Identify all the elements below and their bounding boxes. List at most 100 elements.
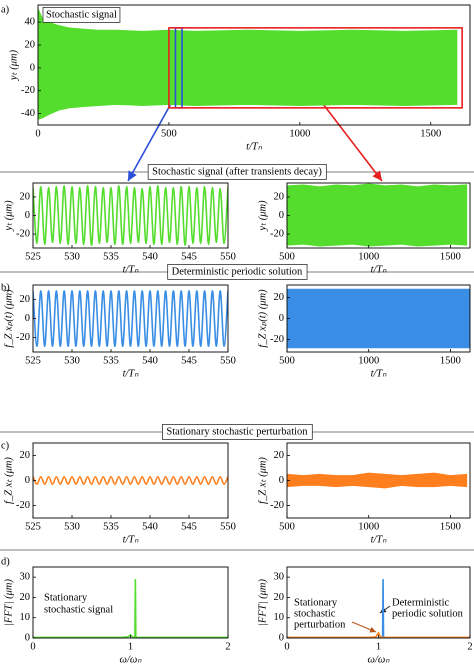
annotation: Stationary <box>44 592 88 603</box>
x-tick-label: 0 <box>284 641 289 652</box>
x-tick-label: 2 <box>467 641 472 652</box>
y-tick-label: 20 <box>274 292 285 303</box>
plot-area <box>287 288 470 349</box>
y-tick-label: 20 <box>274 450 285 461</box>
signal-line <box>33 475 228 486</box>
x-axis-label: t/Tₙ <box>371 264 388 275</box>
x-tick-label: 535 <box>103 251 119 262</box>
section-box <box>147 164 327 180</box>
y-axis-label: f_Z xₚ(t) (μm) <box>257 289 268 348</box>
y-tick-label: 10 <box>274 612 285 623</box>
plot-area <box>33 184 228 247</box>
annotation: Stationary <box>294 597 338 608</box>
x-tick-label: 530 <box>64 355 80 366</box>
annotation: Deterministic <box>392 597 449 608</box>
y-tick-label: 40 <box>25 17 36 28</box>
zoom-highlight <box>168 27 463 109</box>
y-tick-label: 20 <box>20 450 31 461</box>
signal-band <box>287 288 470 349</box>
annotation-box <box>42 7 121 23</box>
x-axis-label: t/Tₙ <box>246 141 263 152</box>
y-tick-label: 20 <box>274 191 285 202</box>
y-axis-label: yₜ (μm) <box>257 200 268 232</box>
panel-label: c) <box>1 440 10 451</box>
x-tick-label: 2 <box>225 641 230 652</box>
x-tick-label: 1000 <box>358 355 379 366</box>
x-tick-label: 500 <box>161 128 177 139</box>
plot-area <box>33 579 228 638</box>
x-tick-label: 525 <box>25 521 41 532</box>
axes-frame <box>37 4 471 126</box>
y-tick-label: -20 <box>270 228 284 239</box>
plot-area <box>287 472 468 489</box>
panel-label: b) <box>1 282 10 293</box>
signal-band <box>38 8 458 120</box>
x-tick-label: 535 <box>103 355 119 366</box>
y-tick-label: 0 <box>25 632 30 643</box>
signal-band <box>287 183 468 247</box>
x-tick-label: 1 <box>128 641 133 652</box>
x-tick-label: 1500 <box>420 128 441 139</box>
x-axis-label: t/Tₙ <box>123 264 140 275</box>
x-tick-label: 550 <box>220 251 236 262</box>
y-axis-label: |FFT| (μm) <box>3 579 14 626</box>
y-tick-label: 30 <box>20 572 31 583</box>
annotation: perturbation <box>294 619 346 630</box>
y-tick-label: 0 <box>25 475 30 486</box>
x-tick-label: 525 <box>25 355 41 366</box>
y-tick-label: 0 <box>279 313 284 324</box>
y-tick-label: -20 <box>270 500 284 511</box>
signal-band <box>287 472 468 489</box>
annotation: stochastic signal <box>44 604 113 615</box>
x-axis-label: t/Tₙ <box>371 534 388 545</box>
y-axis-label: f_Z xₚ(t) (μm) <box>3 289 14 348</box>
x-tick-label: 1000 <box>289 128 310 139</box>
x-axis-label: ω/ωₙ <box>368 654 391 665</box>
panel-label: d) <box>1 556 10 567</box>
x-axis-label: t/Tₙ <box>371 368 388 379</box>
x-tick-label: 530 <box>64 521 80 532</box>
y-tick-label: 10 <box>20 612 31 623</box>
y-tick-label: -20 <box>16 332 30 343</box>
x-tick-label: 550 <box>220 521 236 532</box>
x-tick-label: 540 <box>142 521 158 532</box>
section-box <box>167 264 308 280</box>
plot-area <box>33 475 228 486</box>
x-tick-label: 545 <box>181 521 197 532</box>
y-tick-label: 0 <box>279 475 284 486</box>
y-tick-label: 0 <box>279 632 284 643</box>
x-tick-label: 1000 <box>358 251 379 262</box>
signal-line <box>33 289 228 348</box>
y-tick-label: 0 <box>30 62 35 73</box>
y-tick-label: 20 <box>25 39 36 50</box>
x-tick-label: 525 <box>25 251 41 262</box>
y-tick-label: -20 <box>16 500 30 511</box>
y-tick-label: -40 <box>21 108 35 119</box>
x-axis-label: ω/ωₙ <box>120 654 143 665</box>
y-tick-label: 0 <box>25 313 30 324</box>
x-tick-label: 0 <box>30 641 35 652</box>
x-tick-label: 530 <box>64 251 80 262</box>
x-tick-label: 540 <box>142 355 158 366</box>
y-tick-label: 20 <box>274 592 285 603</box>
x-tick-label: 1000 <box>358 521 379 532</box>
plot-area <box>287 183 468 247</box>
annotation: periodic solution <box>392 608 464 619</box>
y-tick-label: 20 <box>20 191 31 202</box>
x-tick-label: 500 <box>279 521 295 532</box>
y-tick-label: 20 <box>20 294 31 305</box>
x-tick-label: 1500 <box>440 521 461 532</box>
x-tick-label: 0 <box>35 128 40 139</box>
x-tick-label: 545 <box>181 355 197 366</box>
x-tick-label: 540 <box>142 251 158 262</box>
panel-label: a) <box>1 4 10 15</box>
y-tick-label: 30 <box>274 572 285 583</box>
zoom-arrow <box>127 99 174 182</box>
y-tick-label: 20 <box>20 592 31 603</box>
x-axis-label: t/Tₙ <box>123 534 140 545</box>
x-tick-label: 1500 <box>440 355 461 366</box>
annotation-arrow <box>379 605 391 614</box>
plot-area <box>33 289 228 348</box>
